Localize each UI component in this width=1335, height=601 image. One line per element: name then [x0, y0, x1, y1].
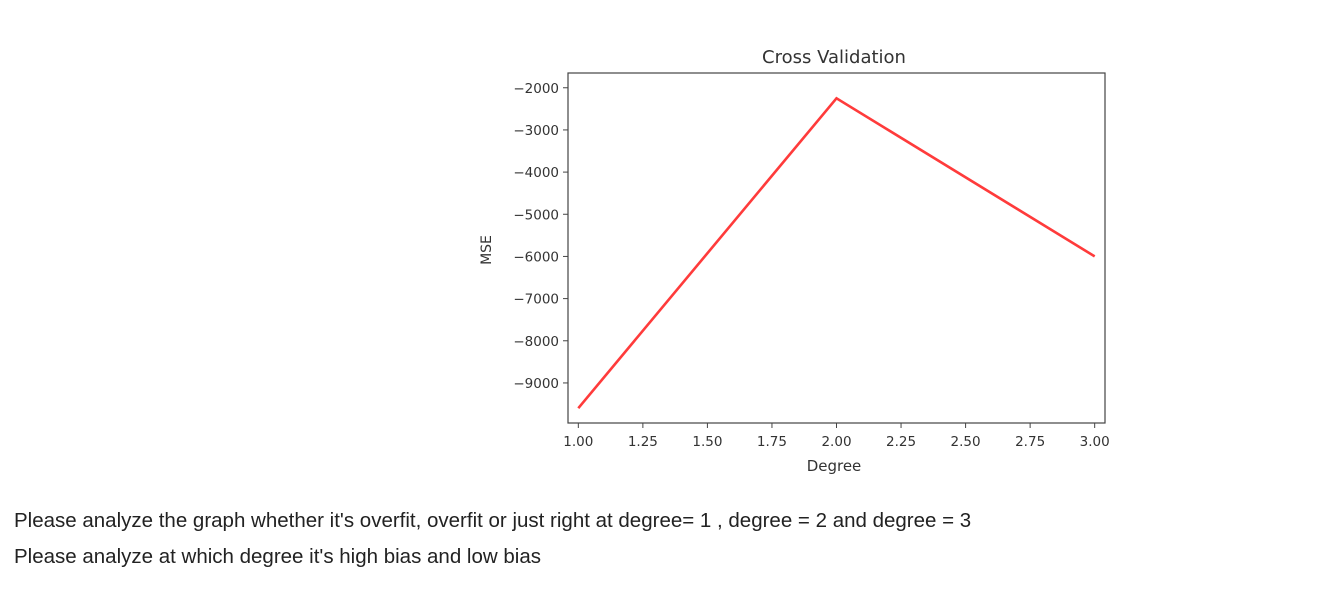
x-tick-label: 2.00 — [821, 434, 851, 450]
data-series — [577, 96, 1096, 410]
x-tick-label: 1.50 — [692, 434, 722, 450]
x-tick-label: 2.25 — [886, 434, 916, 450]
y-tick-label: −3000 — [513, 123, 559, 139]
question-text-overfit: Please analyze the graph whether it's ov… — [14, 509, 972, 532]
y-tick-label: −5000 — [513, 207, 559, 223]
y-tick-label: −7000 — [513, 292, 559, 308]
y-axis-ticks: −2000 −3000 −4000 −5000 −6000 −7000 −8000 −9000 — [513, 81, 568, 392]
x-tick-label: 2.50 — [951, 434, 981, 450]
x-axis-ticks: 1.00 1.25 1.50 1.75 2.00 2.25 2.50 2.75 3.00 — [563, 423, 1110, 450]
y-tick-label: −8000 — [513, 334, 559, 350]
x-axis-label: Degree — [807, 457, 862, 475]
x-tick-label: 2.75 — [1015, 434, 1045, 450]
line-chart: Cross Validation 1.00 1.25 1.50 1.75 2.00 2.2… — [479, 47, 1110, 475]
y-tick-label: −6000 — [513, 249, 559, 265]
x-tick-label: 1.75 — [757, 434, 787, 450]
chart-title: Cross Validation — [762, 47, 906, 68]
y-tick-label: −9000 — [513, 376, 559, 392]
series-line — [577, 96, 1096, 410]
y-tick-label: −2000 — [513, 81, 559, 97]
y-axis-label: MSE — [479, 235, 495, 265]
x-tick-label: 1.00 — [563, 434, 593, 450]
x-tick-label: 3.00 — [1080, 434, 1110, 450]
y-tick-label: −4000 — [513, 165, 559, 181]
plot-area-frame — [567, 72, 1106, 424]
question-text-bias: Please analyze at which degree it's high… — [14, 545, 541, 568]
x-tick-label: 1.25 — [628, 434, 658, 450]
